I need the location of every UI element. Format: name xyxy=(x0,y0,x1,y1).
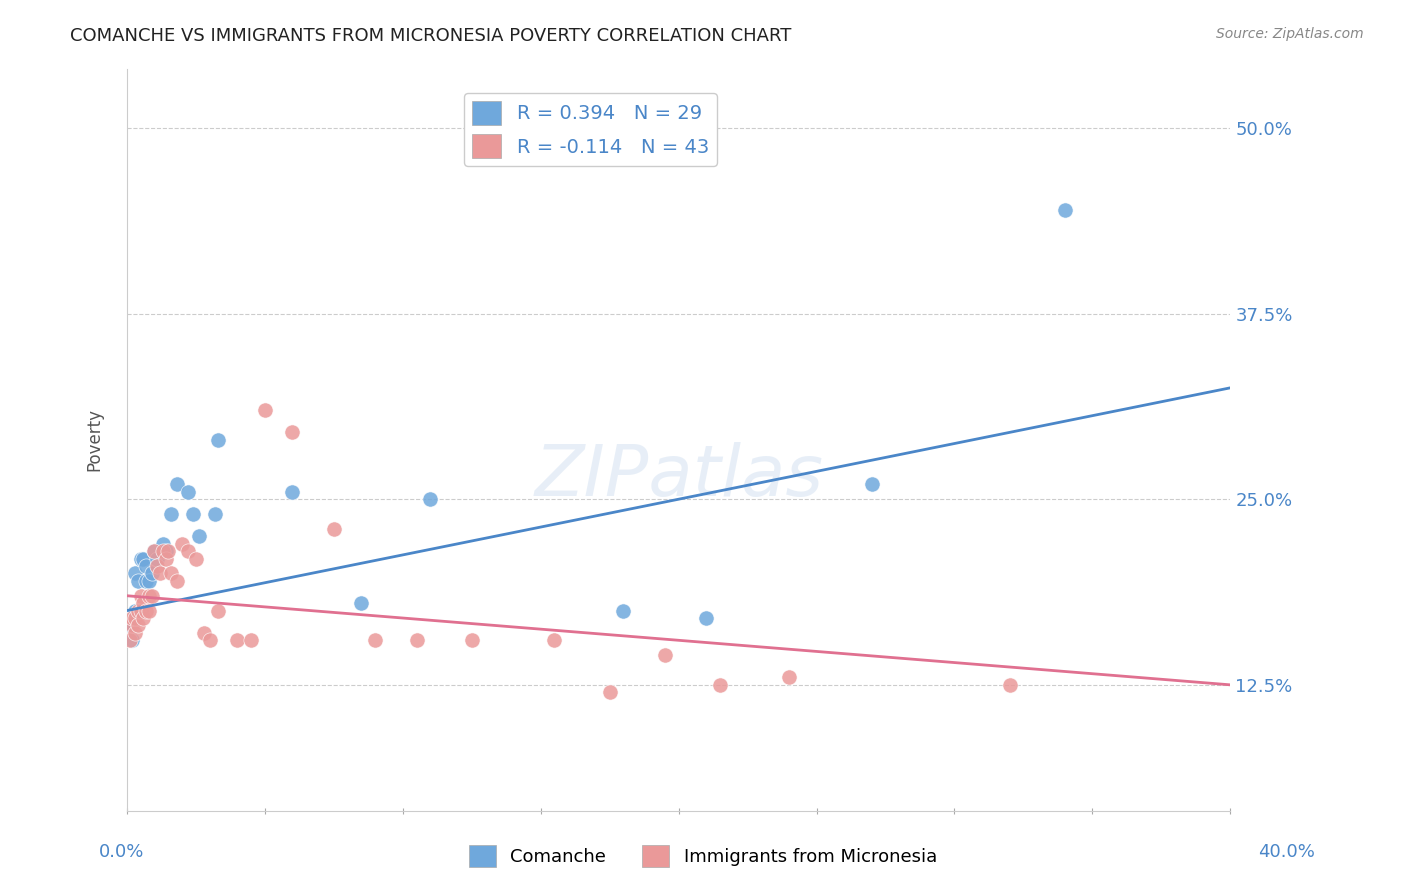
Point xyxy=(127,604,149,618)
Point xyxy=(253,403,276,417)
Point xyxy=(281,484,304,499)
Point xyxy=(364,633,387,648)
Point xyxy=(187,529,209,543)
Point xyxy=(198,633,221,648)
Point xyxy=(184,551,207,566)
Point xyxy=(141,566,163,581)
Point xyxy=(176,544,198,558)
Point xyxy=(155,544,177,558)
Point xyxy=(143,544,166,558)
Point xyxy=(141,589,163,603)
Point xyxy=(118,633,141,648)
Legend: R = 0.394   N = 29, R = -0.114   N = 43: R = 0.394 N = 29, R = -0.114 N = 43 xyxy=(464,93,717,166)
Point xyxy=(118,618,141,632)
Point xyxy=(129,551,152,566)
Point xyxy=(181,507,204,521)
Point xyxy=(121,633,143,648)
Point xyxy=(461,633,484,648)
Point xyxy=(127,574,149,588)
Point xyxy=(129,589,152,603)
Point xyxy=(240,633,263,648)
Point xyxy=(152,537,174,551)
Point xyxy=(172,537,194,551)
Point xyxy=(281,425,304,440)
Point xyxy=(135,604,157,618)
Point xyxy=(778,670,800,684)
Point xyxy=(132,611,155,625)
Point xyxy=(322,522,344,536)
Y-axis label: Poverty: Poverty xyxy=(86,409,103,471)
Point xyxy=(193,625,215,640)
Point xyxy=(160,507,183,521)
Point xyxy=(135,574,157,588)
Point xyxy=(543,633,565,648)
Point xyxy=(124,611,146,625)
Point xyxy=(124,625,146,640)
Point xyxy=(143,544,166,558)
Point xyxy=(152,544,174,558)
Point xyxy=(146,559,169,574)
Point xyxy=(612,604,634,618)
Point xyxy=(132,551,155,566)
Text: 0.0%: 0.0% xyxy=(98,843,143,861)
Point xyxy=(129,604,152,618)
Point xyxy=(176,484,198,499)
Text: 40.0%: 40.0% xyxy=(1258,843,1315,861)
Legend: Comanche, Immigrants from Micronesia: Comanche, Immigrants from Micronesia xyxy=(461,838,945,874)
Text: ZIPatlas: ZIPatlas xyxy=(534,442,823,511)
Point xyxy=(204,507,226,521)
Point xyxy=(138,574,160,588)
Point xyxy=(654,648,676,662)
Text: COMANCHE VS IMMIGRANTS FROM MICRONESIA POVERTY CORRELATION CHART: COMANCHE VS IMMIGRANTS FROM MICRONESIA P… xyxy=(70,27,792,45)
Point xyxy=(599,685,621,699)
Text: Source: ZipAtlas.com: Source: ZipAtlas.com xyxy=(1216,27,1364,41)
Point xyxy=(157,544,180,558)
Point xyxy=(146,551,169,566)
Point xyxy=(155,551,177,566)
Point xyxy=(695,611,717,625)
Point xyxy=(138,604,160,618)
Point xyxy=(121,611,143,625)
Point xyxy=(1053,202,1076,217)
Point xyxy=(149,566,172,581)
Point xyxy=(132,596,155,610)
Point xyxy=(124,604,146,618)
Point xyxy=(166,574,188,588)
Point xyxy=(405,633,427,648)
Point xyxy=(207,433,229,447)
Point xyxy=(138,589,160,603)
Point xyxy=(124,566,146,581)
Point xyxy=(709,678,731,692)
Point xyxy=(135,559,157,574)
Point xyxy=(998,678,1021,692)
Point xyxy=(121,618,143,632)
Point xyxy=(127,618,149,632)
Point xyxy=(160,566,183,581)
Point xyxy=(207,604,229,618)
Point xyxy=(166,477,188,491)
Point xyxy=(226,633,249,648)
Point xyxy=(419,492,441,507)
Point xyxy=(860,477,883,491)
Point xyxy=(350,596,373,610)
